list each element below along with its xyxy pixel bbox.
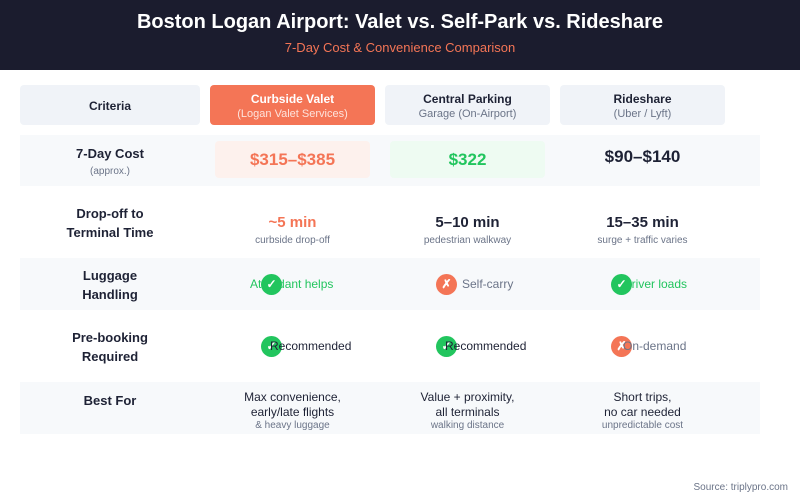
time-cell-rideshare: 15–35 min surge + traffic varies [560,192,725,252]
time-value: ~5 min [268,214,317,231]
best-for-cell-rideshare: Short trips, no car needed unpredictable… [560,382,725,434]
column-header-title: Rideshare [613,92,672,106]
time-cell-central-parking: 5–10 min pedestrian walkway [385,192,550,252]
cost-value: $90–$140 [604,147,681,166]
check-icon: ✓ [261,274,282,295]
best-for-note: unpredictable cost [601,420,684,431]
criteria-label-line2: Required [81,349,139,364]
best-for-line2: early/late flights [250,405,335,419]
cost-value: $315–$385 [249,150,336,169]
best-for-cell-valet: Max convenience, early/late flights & he… [210,382,375,434]
x-icon: ✗ [611,336,632,357]
best-for-line1: Value + proximity, [420,390,515,404]
table-row-prebooking: Pre-booking Required ✓ Recommended ✓ Rec… [20,316,760,376]
column-header-title: Criteria [88,99,132,113]
table-row-luggage: Luggage Handling Attendant helps ✓ ✗ Sel… [20,258,760,310]
page-subtitle: 7-Day Cost & Convenience Comparison [284,40,516,55]
best-for-line2: no car needed [604,405,681,419]
criteria-label: Best For [83,393,137,408]
criteria-cell: Best For [20,382,200,434]
best-for-line1: Max convenience, [244,390,341,404]
prebooking-cell-rideshare: ✗ On-demand [560,316,725,376]
cost-cell-valet: $315–$385 [210,135,375,186]
criteria-label-line1: Pre-booking [72,330,148,345]
column-header-title: Curbside Valet [250,92,335,106]
luggage-cell-valet: Attendant helps ✓ [210,258,375,310]
best-for-note: & heavy luggage [255,420,330,431]
status-text: Recommended [445,339,527,353]
criteria-label-line1: Luggage [82,268,138,283]
x-icon: ✗ [436,274,457,295]
cost-cell-rideshare: $90–$140 [560,135,725,186]
cost-cell-central-parking: $322 [385,135,550,186]
status-text: Driver loads [623,277,688,291]
cost-highlight: $322 [390,141,545,178]
criteria-sublabel: (approx.) [89,166,130,177]
source-credit: Source: triplypro.com [693,482,788,493]
table-row-dropoff-time: Drop-off to Terminal Time ~5 min curbsid… [20,192,760,252]
criteria-label: 7-Day Cost [76,146,144,161]
criteria-label-line2: Terminal Time [66,225,154,240]
column-header-title: Central Parking [423,92,512,106]
prebooking-cell-central-parking: ✓ Recommended [385,316,550,376]
table-row-cost: 7-Day Cost (approx.) $315–$385 $322 $90–… [20,135,760,186]
prebooking-cell-valet: ✓ Recommended [210,316,375,376]
column-header-criteria: Criteria [20,85,200,125]
criteria-cell: 7-Day Cost (approx.) [20,135,200,186]
column-header-subtitle: (Uber / Lyft) [613,108,672,120]
time-value: 15–35 min [606,214,679,231]
best-for-line1: Short trips, [613,390,672,404]
table-row-best-for: Best For Max convenience, early/late fli… [20,382,760,434]
criteria-cell: Luggage Handling [20,258,200,310]
cost-highlight: $315–$385 [215,141,370,178]
status-text: Recommended [270,339,352,353]
page-title: Boston Logan Airport: Valet vs. Self-Par… [136,11,664,33]
time-cell-valet: ~5 min curbside drop-off [210,192,375,252]
column-header-rideshare: Rideshare (Uber / Lyft) [560,85,725,125]
best-for-line2: all terminals [435,405,500,419]
criteria-cell: Pre-booking Required [20,316,200,376]
column-header-subtitle: Garage (On-Airport) [418,108,517,120]
time-value: 5–10 min [435,214,500,231]
cost-value: $322 [448,150,487,169]
criteria-cell: Drop-off to Terminal Time [20,192,200,252]
luggage-cell-rideshare: Driver loads ✓ [560,258,725,310]
column-header-central-parking: Central Parking Garage (On-Airport) [385,85,550,125]
status-text: Self-carry [462,277,514,291]
luggage-cell-central-parking: ✗ Self-carry [385,258,550,310]
status-text: On-demand [623,339,687,353]
criteria-label-line2: Handling [82,287,138,302]
time-note: surge + traffic varies [597,235,688,246]
column-header-subtitle: (Logan Valet Services) [237,108,348,120]
best-for-cell-central-parking: Value + proximity, all terminals walking… [385,382,550,434]
best-for-note: walking distance [430,420,505,431]
time-note: curbside drop-off [255,235,330,246]
page-header: Boston Logan Airport: Valet vs. Self-Par… [0,0,800,70]
check-icon: ✓ [436,336,457,357]
check-icon: ✓ [261,336,282,357]
column-header-valet: Curbside Valet (Logan Valet Services) [210,85,375,125]
check-icon: ✓ [611,274,632,295]
criteria-label-line1: Drop-off to [76,206,144,221]
time-note: pedestrian walkway [423,235,512,246]
